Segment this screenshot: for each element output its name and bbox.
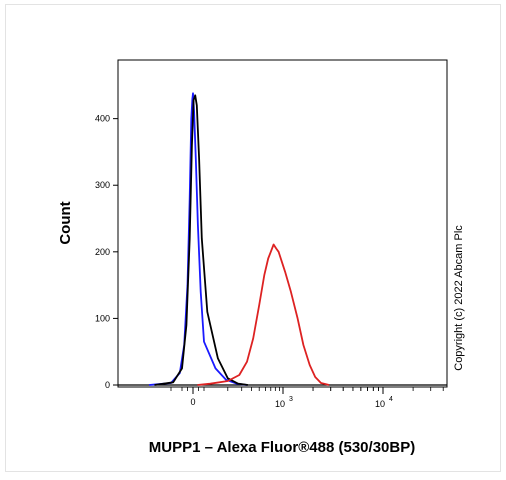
series-line-2: [154, 94, 249, 386]
x-tick-label: 10: [275, 399, 285, 409]
series-group: [148, 92, 330, 386]
y-tick-label: 200: [95, 247, 110, 257]
series-line-3: [197, 243, 330, 386]
y-tick-label: 300: [95, 180, 110, 190]
x-tick-exponent: 4: [389, 396, 393, 403]
x-tick-exponent: 3: [289, 396, 293, 403]
x-axis: 0 10 3 10 4: [118, 384, 447, 409]
copyright-text: Copyright (c) 2022 Abcam Plc: [453, 225, 465, 371]
x-tick-label: 10: [375, 399, 385, 409]
plot-area: [117, 59, 448, 388]
x-tick-label: 0: [190, 397, 195, 407]
x-axis-title: MUPP1 – Alexa Fluor®488 (530/30BP): [149, 439, 415, 456]
y-tick-label: 100: [95, 313, 110, 323]
y-axis: 0 100 200 300 400: [95, 114, 118, 390]
y-tick-label: 0: [105, 380, 110, 390]
y-tick-label: 400: [95, 114, 110, 124]
y-axis-title: Count: [57, 201, 74, 244]
